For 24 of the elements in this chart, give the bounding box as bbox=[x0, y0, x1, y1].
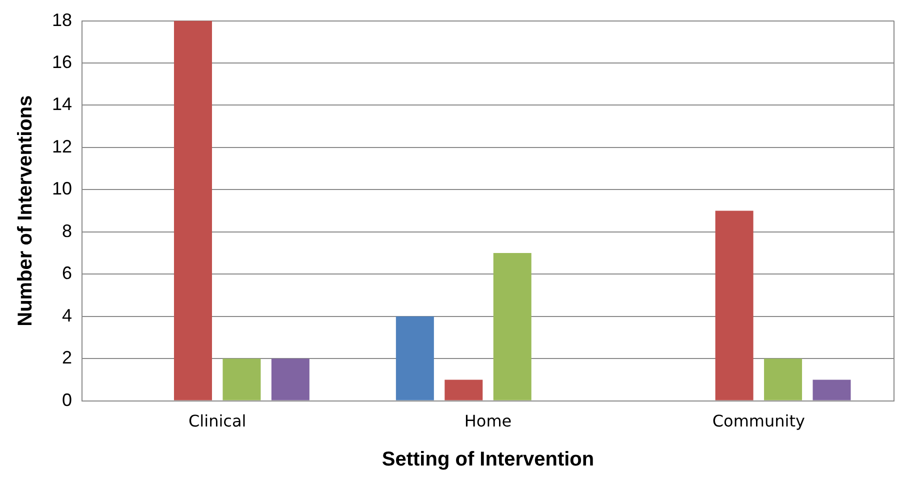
x-tick-label: Home bbox=[464, 412, 512, 431]
y-tick-label: 14 bbox=[52, 94, 72, 114]
bar bbox=[493, 253, 532, 400]
bar bbox=[444, 380, 483, 400]
y-tick-label: 10 bbox=[52, 178, 72, 199]
x-tick-label: Community bbox=[712, 412, 805, 431]
y-tick-label: 4 bbox=[62, 305, 72, 326]
y-tick-label: 12 bbox=[52, 136, 72, 156]
bar bbox=[174, 20, 212, 400]
bar bbox=[715, 210, 754, 400]
x-tick-label: Clinical bbox=[188, 412, 246, 431]
bar bbox=[396, 316, 434, 400]
bar bbox=[222, 358, 261, 400]
x-axis-title: Setting of Intervention bbox=[382, 448, 594, 471]
y-tick-label: 0 bbox=[62, 390, 72, 410]
y-axis-title: Number of Interventions bbox=[14, 95, 37, 326]
y-tick-label: 6 bbox=[62, 263, 72, 284]
bar bbox=[271, 358, 310, 400]
y-tick-label: 16 bbox=[52, 52, 72, 72]
y-tick-label: 8 bbox=[62, 220, 72, 241]
y-tick-label: 2 bbox=[62, 348, 72, 368]
bar bbox=[812, 380, 851, 400]
y-tick-label: 18 bbox=[52, 10, 72, 30]
bar bbox=[764, 358, 802, 400]
